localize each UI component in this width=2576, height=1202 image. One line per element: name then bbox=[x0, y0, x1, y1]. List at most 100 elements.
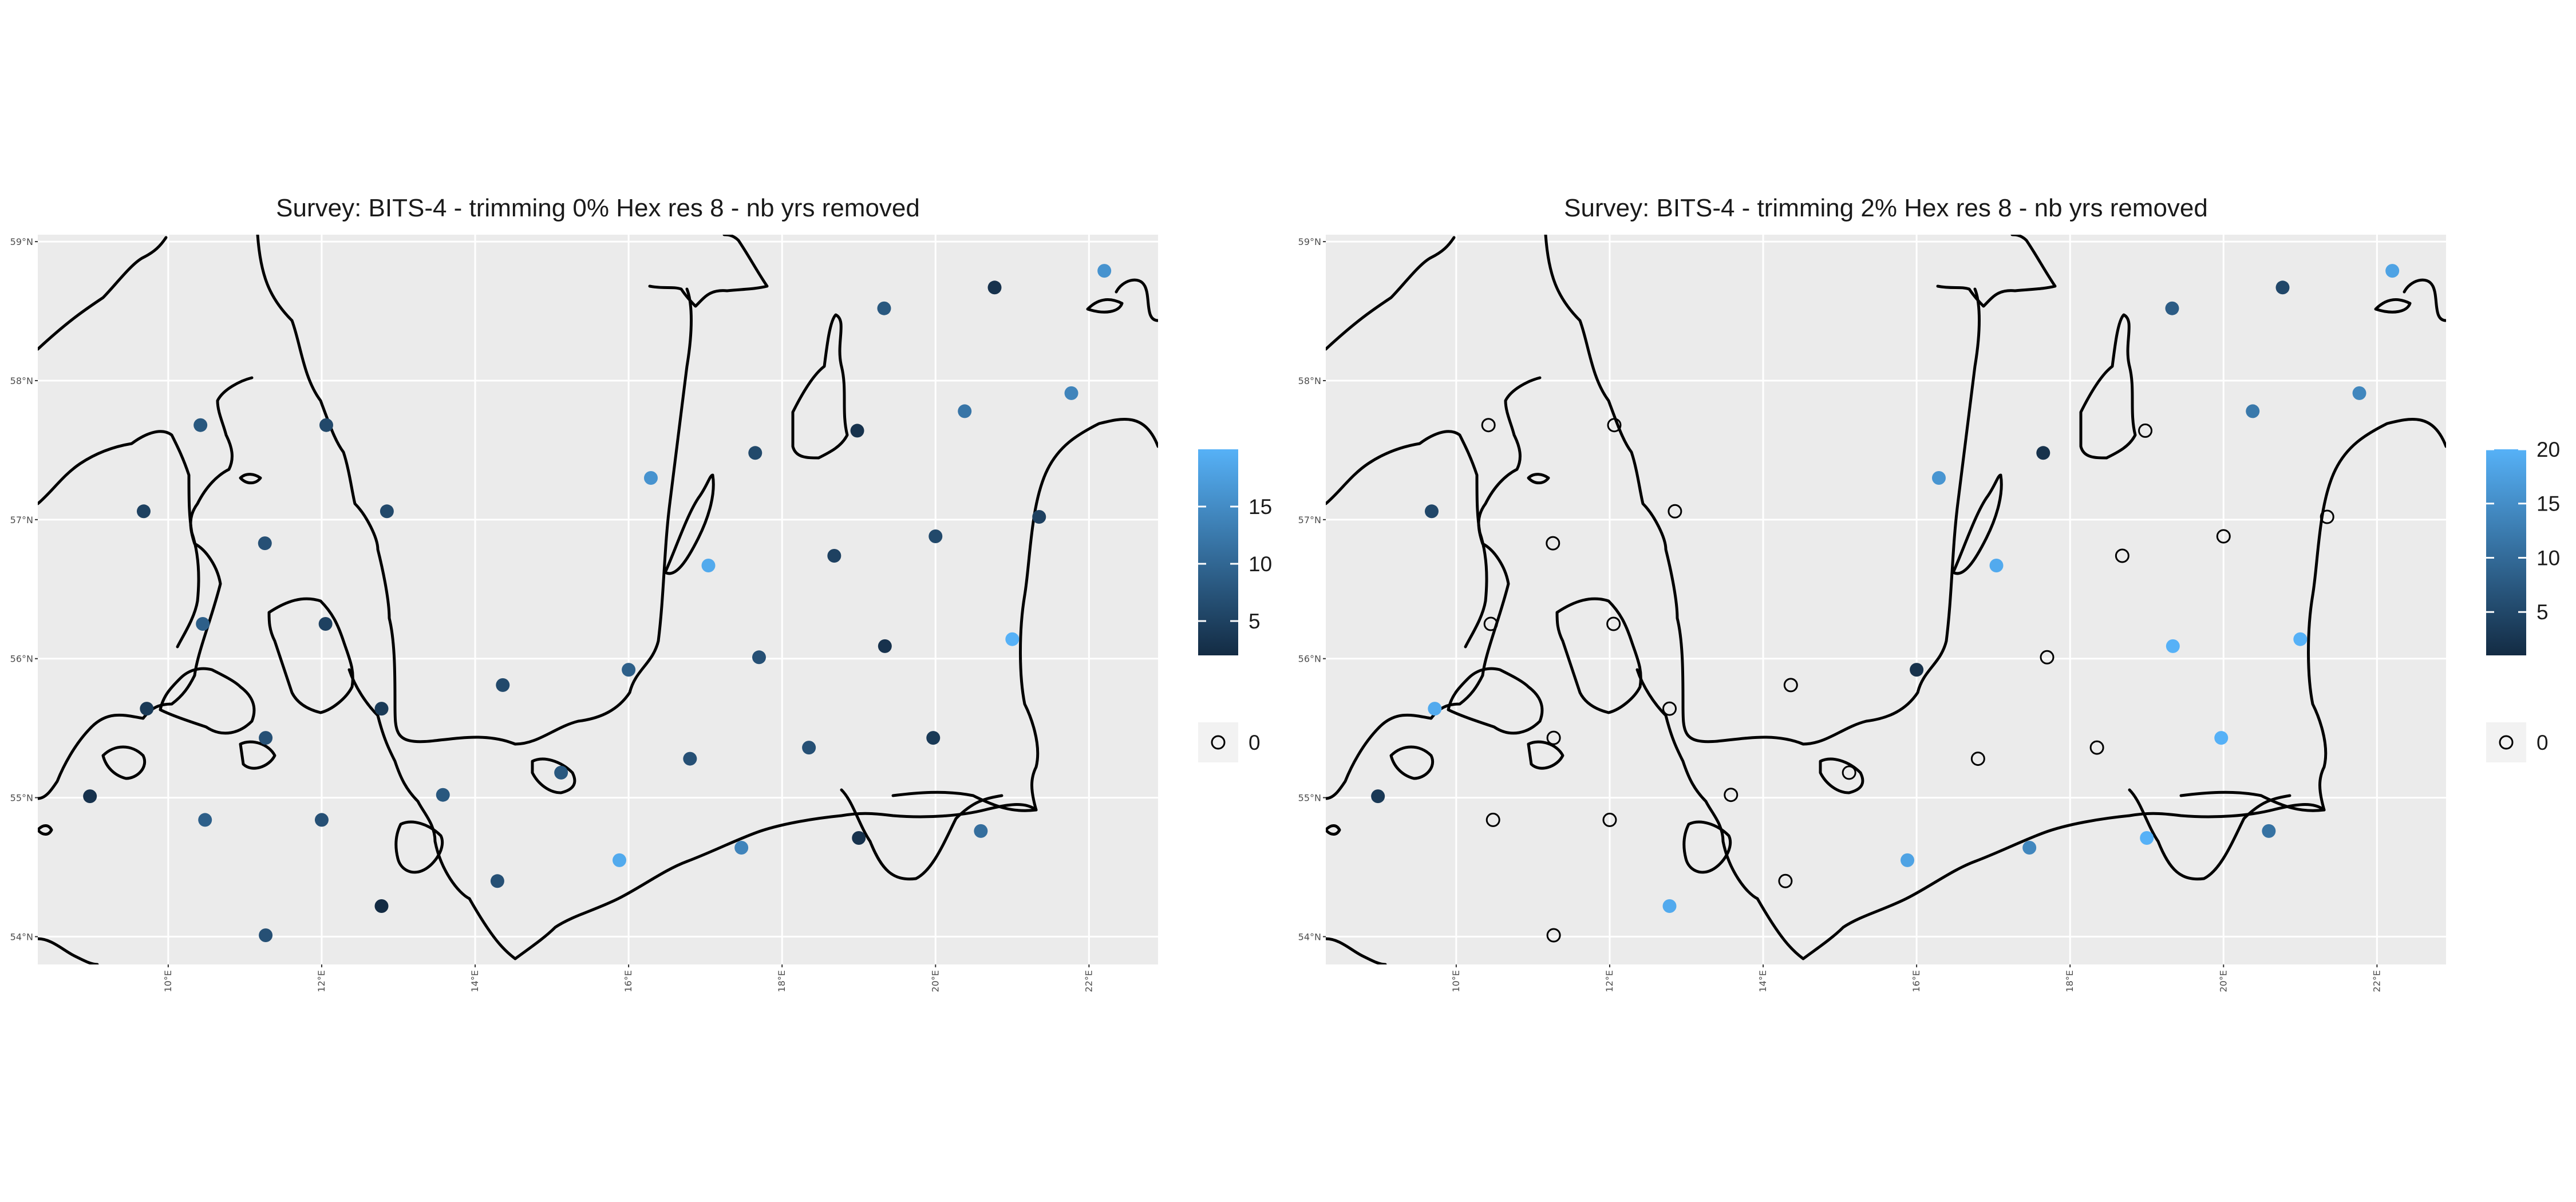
coastline bbox=[347, 668, 471, 900]
data-point bbox=[374, 899, 389, 913]
y-tick-label: 58°N bbox=[1298, 375, 1321, 386]
coastline bbox=[1326, 430, 1488, 649]
data-point bbox=[1910, 663, 1924, 677]
coastline bbox=[1527, 740, 1564, 770]
coastline bbox=[1682, 820, 1732, 874]
data-point bbox=[701, 559, 716, 572]
data-point bbox=[1424, 504, 1439, 519]
colorbar-label: 15 bbox=[1249, 495, 1272, 519]
data-point bbox=[1778, 873, 1793, 888]
data-point bbox=[318, 617, 333, 631]
coastline bbox=[1819, 757, 1864, 794]
coastline bbox=[1936, 235, 2057, 308]
data-point bbox=[926, 731, 941, 745]
data-point bbox=[2138, 423, 2153, 438]
data-point bbox=[1662, 899, 1677, 913]
zero-legend-label: 0 bbox=[2537, 731, 2549, 754]
coastline bbox=[1756, 803, 2326, 960]
data-point bbox=[374, 702, 389, 716]
data-point bbox=[734, 841, 749, 855]
map-panel-right: Survey: BITS-4 - trimming 2% Hex res 8 -… bbox=[1288, 0, 2576, 1202]
coastline bbox=[1326, 937, 1387, 964]
plot-background bbox=[38, 235, 1158, 964]
data-point bbox=[1970, 752, 1985, 766]
coastline bbox=[1326, 824, 1341, 836]
data-point bbox=[1064, 386, 1078, 400]
data-point bbox=[2115, 548, 2129, 563]
data-point bbox=[319, 418, 333, 432]
x-tick-label: 20°E bbox=[930, 970, 941, 992]
coastline bbox=[531, 757, 576, 794]
data-point bbox=[613, 853, 627, 867]
coastline bbox=[2128, 788, 2291, 881]
data-point bbox=[259, 731, 273, 745]
y-tick-label: 58°N bbox=[10, 375, 33, 386]
data-point bbox=[1989, 559, 2004, 572]
data-point bbox=[1005, 632, 1020, 646]
map-panel-left: Survey: BITS-4 - trimming 0% Hex res 8 -… bbox=[10, 194, 1272, 992]
data-point bbox=[1607, 418, 1622, 433]
coastline bbox=[1447, 667, 1544, 735]
coastline bbox=[1527, 473, 1550, 485]
coastline bbox=[1326, 376, 1542, 800]
data-point bbox=[1097, 264, 1112, 278]
data-point bbox=[643, 471, 658, 485]
x-tick-label: 22°E bbox=[1083, 970, 1094, 992]
coastline bbox=[791, 313, 849, 460]
coastline bbox=[2179, 790, 2326, 812]
points-layer bbox=[1371, 264, 2400, 943]
data-point bbox=[987, 280, 1002, 295]
data-point bbox=[2275, 280, 2290, 295]
coastline bbox=[38, 937, 99, 964]
data-point bbox=[2293, 632, 2308, 646]
data-point bbox=[1931, 471, 1946, 485]
coastline bbox=[2374, 298, 2412, 314]
coastline bbox=[1086, 298, 1124, 314]
data-point bbox=[193, 418, 208, 432]
coastline bbox=[648, 235, 769, 308]
data-point bbox=[1724, 788, 1739, 802]
data-point bbox=[752, 650, 766, 665]
x-tick-label: 10°E bbox=[163, 970, 173, 992]
data-point bbox=[1606, 616, 1621, 631]
data-point bbox=[1371, 789, 1385, 804]
data-point bbox=[877, 301, 891, 315]
data-point bbox=[1483, 616, 1498, 631]
data-point bbox=[259, 928, 273, 942]
hollow-circle-icon bbox=[1211, 735, 1226, 750]
chart-title: Survey: BITS-4 - trimming 0% Hex res 8 -… bbox=[276, 194, 920, 222]
data-point bbox=[748, 446, 762, 460]
coastline-layer bbox=[1326, 235, 2446, 964]
plot-background bbox=[1326, 235, 2446, 964]
data-point bbox=[929, 529, 943, 543]
data-point bbox=[2262, 824, 2276, 838]
data-point bbox=[1032, 510, 1046, 524]
data-point bbox=[258, 536, 272, 551]
zero-legend-key bbox=[2486, 722, 2526, 762]
x-tick-label: 14°E bbox=[469, 970, 480, 992]
data-point bbox=[436, 788, 450, 802]
colorbar-label: 10 bbox=[1249, 552, 1272, 576]
y-tick-label: 57°N bbox=[10, 515, 33, 525]
y-tick-label: 54°N bbox=[10, 931, 33, 942]
coastline bbox=[2403, 278, 2446, 322]
data-point bbox=[2352, 386, 2366, 400]
coastline bbox=[891, 790, 1038, 812]
data-point bbox=[140, 702, 154, 716]
data-point bbox=[2320, 509, 2334, 524]
data-point bbox=[2022, 841, 2037, 855]
x-tick-label: 12°E bbox=[316, 970, 327, 992]
data-point bbox=[1428, 702, 1442, 716]
chart-title: Survey: BITS-4 - trimming 2% Hex res 8 -… bbox=[1564, 194, 2208, 222]
coastline bbox=[840, 788, 1003, 881]
data-point bbox=[2036, 446, 2050, 460]
data-point bbox=[2246, 404, 2260, 418]
data-point bbox=[2166, 639, 2180, 653]
coastline bbox=[1115, 278, 1158, 322]
x-tick-label: 18°E bbox=[2064, 970, 2075, 992]
points-layer bbox=[83, 264, 1112, 942]
colorbar-label: 5 bbox=[2537, 600, 2549, 624]
data-point bbox=[1783, 678, 1798, 693]
data-point bbox=[1602, 812, 1617, 827]
coastline bbox=[101, 745, 147, 780]
